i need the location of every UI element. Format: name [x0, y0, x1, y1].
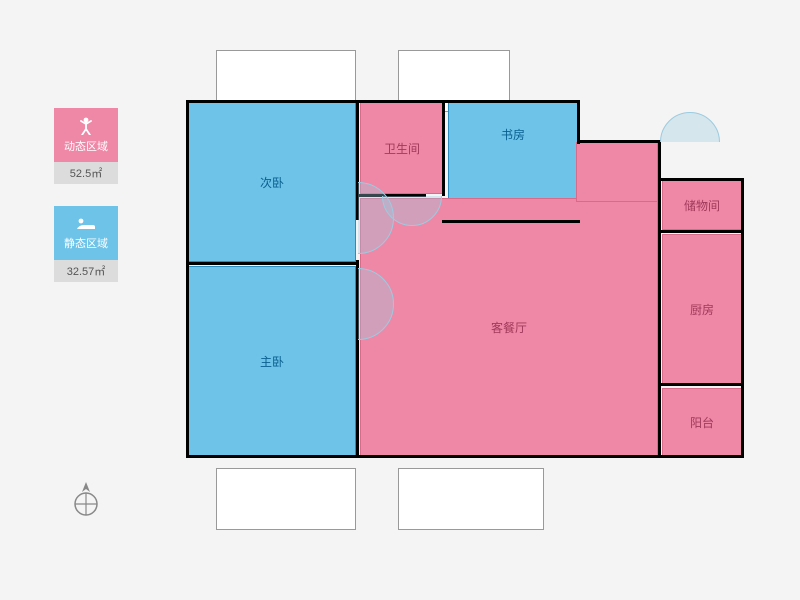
room-label: 书房 [501, 126, 525, 143]
room-bathroom: 卫生间 [360, 102, 444, 194]
legend-panel: 动态区域 52.5㎡ 静态区域 32.57㎡ [54, 108, 118, 304]
outline-box [216, 468, 356, 530]
wall-segment [658, 383, 744, 386]
legend-static-header: 静态区域 [54, 206, 118, 260]
legend-static: 静态区域 32.57㎡ [54, 206, 118, 282]
wall-segment [658, 455, 744, 458]
wall-segment [658, 140, 661, 458]
room-living-dining: 客餐厅 [360, 198, 658, 456]
legend-dynamic: 动态区域 52.5㎡ [54, 108, 118, 184]
room-living-ext [576, 142, 658, 202]
wall-segment [442, 100, 445, 196]
legend-dynamic-value: 52.5㎡ [54, 162, 118, 184]
wall-segment [658, 230, 744, 233]
wall-segment [577, 100, 580, 144]
room-kitchen: 厨房 [662, 234, 742, 384]
people-icon [75, 117, 97, 135]
room-storage: 储物间 [662, 180, 742, 230]
room-label: 储物间 [684, 197, 720, 214]
room-label: 卫生间 [384, 140, 420, 157]
wall-segment [186, 455, 660, 458]
legend-static-value: 32.57㎡ [54, 260, 118, 282]
rest-icon [75, 216, 97, 232]
room-label: 厨房 [690, 301, 714, 318]
floor-plan: 次卧主卧 书房卫生间客餐厅 储物间厨房阳台 [180, 50, 760, 530]
legend-dynamic-title: 动态区域 [64, 138, 108, 154]
wall-segment [577, 140, 661, 143]
compass-icon [70, 480, 102, 525]
room-label: 次卧 [260, 174, 284, 191]
wall-segment [186, 100, 189, 458]
legend-dynamic-header: 动态区域 [54, 108, 118, 162]
wall-segment [186, 100, 358, 103]
legend-static-title: 静态区域 [64, 235, 108, 251]
room-master-bedroom: 主卧 [188, 266, 356, 456]
wall-segment [356, 100, 580, 103]
room-label: 主卧 [260, 353, 284, 370]
wall-segment [442, 220, 580, 223]
room-secondary-bedroom: 次卧 [188, 102, 356, 262]
room-balcony: 阳台 [662, 388, 742, 456]
room-label: 客餐厅 [491, 319, 527, 336]
room-label: 阳台 [690, 414, 714, 431]
outline-box [398, 468, 544, 530]
wall-segment [658, 178, 744, 181]
door-arc [660, 112, 720, 172]
wall-segment [186, 262, 358, 265]
wall-segment [741, 178, 744, 458]
